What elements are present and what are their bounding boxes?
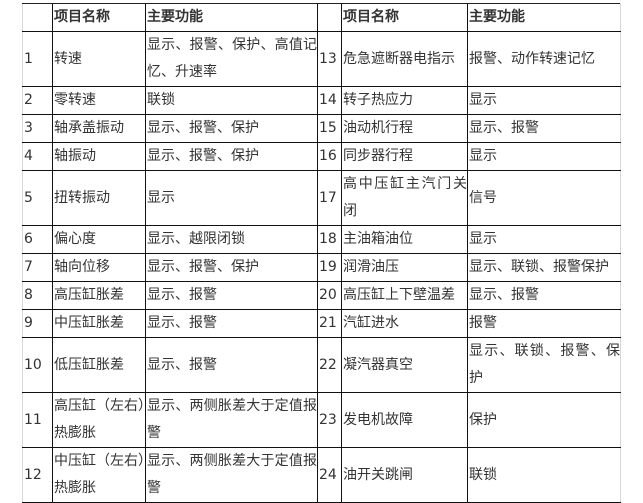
item-name: 轴向位移 xyxy=(52,253,146,282)
header-no xyxy=(22,3,53,32)
main-function: 显示、联锁、报警保护 xyxy=(467,253,621,282)
item-name: 油开关跳闸 xyxy=(341,447,468,503)
item-name: 高中压缸主汽门关闭 xyxy=(341,170,468,226)
main-function: 显示、报警、保护、高值记忆、升速率 xyxy=(145,31,318,87)
main-function: 显示、报警、保护 xyxy=(145,114,318,143)
main-function: 信号 xyxy=(467,170,621,226)
row-number: 22 xyxy=(317,337,342,393)
row-number: 7 xyxy=(22,253,53,282)
row-number: 18 xyxy=(317,225,342,254)
main-function: 显示、报警 xyxy=(145,337,318,393)
monitoring-functions-table: 项目名称 主要功能 项目名称 主要功能 1 转速 显示、报警、保护、高值记忆、升速率… xyxy=(22,3,621,503)
row-number: 12 xyxy=(22,447,53,503)
table-row: 3 轴承盖振动 显示、报警、保护 15 油动机行程 显示、报警 xyxy=(22,114,621,143)
main-function: 显示 xyxy=(467,225,621,254)
item-name: 高压缸上下壁温差 xyxy=(341,281,468,310)
main-function: 显示、报警 xyxy=(467,114,621,143)
row-number: 24 xyxy=(317,447,342,503)
header-item-name: 项目名称 xyxy=(52,3,146,32)
item-name: 高压缸（左右）热膨胀 xyxy=(52,392,146,448)
table-row: 7 轴向位移 显示、报警、保护 19 润滑油压 显示、联锁、报警保护 xyxy=(22,253,621,282)
row-number: 13 xyxy=(317,31,342,87)
main-function: 报警 xyxy=(467,309,621,338)
row-number: 5 xyxy=(22,170,53,226)
main-function: 显示 xyxy=(467,142,621,171)
row-number: 1 xyxy=(22,31,53,87)
row-number: 2 xyxy=(22,86,53,115)
main-function: 显示、报警、保护 xyxy=(145,253,318,282)
main-function: 保护 xyxy=(467,392,621,448)
row-number: 9 xyxy=(22,309,53,338)
item-name: 润滑油压 xyxy=(341,253,468,282)
row-number: 6 xyxy=(22,225,53,254)
main-function: 显示、两侧胀差大于定值报警 xyxy=(145,447,318,503)
table-row: 2 零转速 联锁 14 转子热应力 显示 xyxy=(22,86,621,115)
row-number: 14 xyxy=(317,86,342,115)
row-number: 11 xyxy=(22,392,53,448)
row-number: 20 xyxy=(317,281,342,310)
item-name: 中压缸（左右）热膨胀 xyxy=(52,447,146,503)
table-row: 10 低压缸胀差 显示、报警 22 凝汽器真空 显示、联锁、报警、保护 xyxy=(22,337,621,393)
main-function: 联锁 xyxy=(467,447,621,503)
main-function: 显示 xyxy=(467,86,621,115)
item-name: 汽缸进水 xyxy=(341,309,468,338)
table-row: 12 中压缸（左右）热膨胀 显示、两侧胀差大于定值报警 24 油开关跳闸 联锁 xyxy=(22,447,621,503)
item-name: 高压缸胀差 xyxy=(52,281,146,310)
row-number: 10 xyxy=(22,337,53,393)
row-number: 8 xyxy=(22,281,53,310)
main-function: 显示、报警、保护 xyxy=(145,142,318,171)
row-number: 21 xyxy=(317,309,342,338)
row-number: 15 xyxy=(317,114,342,143)
main-function: 显示、越限闭锁 xyxy=(145,225,318,254)
main-function: 显示、报警 xyxy=(467,281,621,310)
header-main-function-2: 主要功能 xyxy=(467,3,621,32)
item-name: 转子热应力 xyxy=(341,86,468,115)
row-number: 16 xyxy=(317,142,342,171)
table-row: 1 转速 显示、报警、保护、高值记忆、升速率 13 危急遮断器电指示 报警、动作转速记忆 xyxy=(22,31,621,87)
table-header: 项目名称 主要功能 项目名称 主要功能 xyxy=(22,3,621,32)
table-row: 11 高压缸（左右）热膨胀 显示、两侧胀差大于定值报警 23 发电机故障 保护 xyxy=(22,392,621,448)
row-number: 17 xyxy=(317,170,342,226)
main-function: 显示、两侧胀差大于定值报警 xyxy=(145,392,318,448)
main-function: 显示、联锁、报警、保护 xyxy=(467,337,621,393)
main-function: 报警、动作转速记忆 xyxy=(467,31,621,87)
item-name: 同步器行程 xyxy=(341,142,468,171)
item-name: 转速 xyxy=(52,31,146,87)
item-name: 中压缸胀差 xyxy=(52,309,146,338)
item-name: 扭转振动 xyxy=(52,170,146,226)
main-function: 联锁 xyxy=(145,86,318,115)
item-name: 偏心度 xyxy=(52,225,146,254)
item-name: 发电机故障 xyxy=(341,392,468,448)
row-number: 23 xyxy=(317,392,342,448)
table-row: 5 扭转振动 显示 17 高中压缸主汽门关闭 信号 xyxy=(22,170,621,226)
table-row: 9 中压缸胀差 显示、报警 21 汽缸进水 报警 xyxy=(22,309,621,338)
row-number: 4 xyxy=(22,142,53,171)
item-name: 轴振动 xyxy=(52,142,146,171)
row-number: 3 xyxy=(22,114,53,143)
item-name: 主油箱油位 xyxy=(341,225,468,254)
main-function: 显示、报警 xyxy=(145,281,318,310)
header-no-2 xyxy=(317,3,342,32)
header-main-function: 主要功能 xyxy=(145,3,318,32)
main-function: 显示、报警 xyxy=(145,309,318,338)
item-name: 凝汽器真空 xyxy=(341,337,468,393)
table-row: 4 轴振动 显示、报警、保护 16 同步器行程 显示 xyxy=(22,142,621,171)
row-number: 19 xyxy=(317,253,342,282)
item-name: 零转速 xyxy=(52,86,146,115)
table-row: 8 高压缸胀差 显示、报警 20 高压缸上下壁温差 显示、报警 xyxy=(22,281,621,310)
item-name: 油动机行程 xyxy=(341,114,468,143)
item-name: 轴承盖振动 xyxy=(52,114,146,143)
item-name: 危急遮断器电指示 xyxy=(341,31,468,87)
table-row: 6 偏心度 显示、越限闭锁 18 主油箱油位 显示 xyxy=(22,225,621,254)
header-item-name-2: 项目名称 xyxy=(341,3,468,32)
main-function: 显示 xyxy=(145,170,318,226)
item-name: 低压缸胀差 xyxy=(52,337,146,393)
